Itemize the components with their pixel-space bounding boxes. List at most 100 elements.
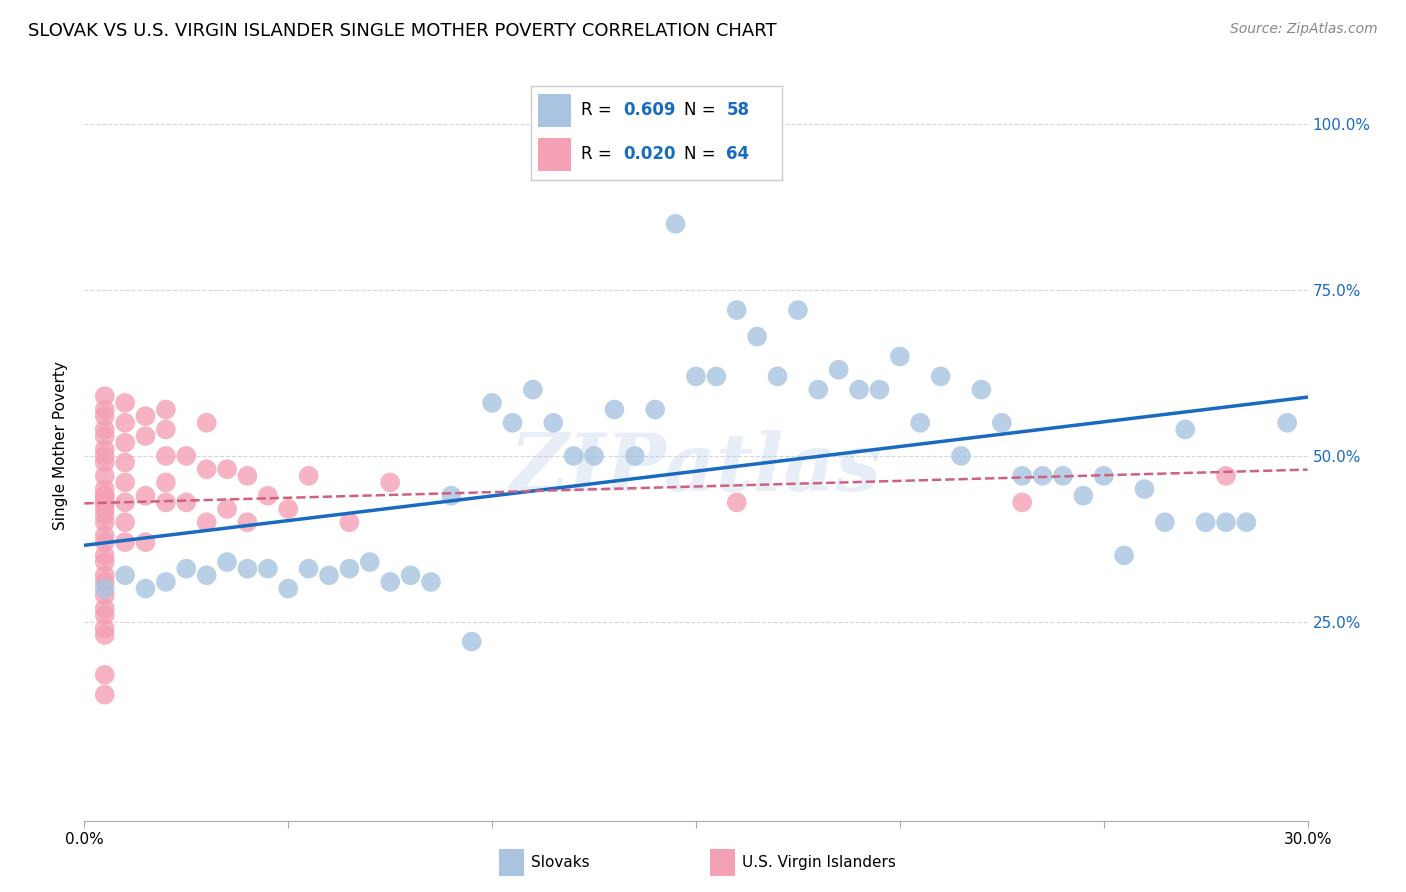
Point <box>174 495 197 509</box>
Point <box>93 528 115 542</box>
Point <box>93 688 115 702</box>
Point <box>706 369 728 384</box>
Point <box>93 489 115 503</box>
Point <box>787 303 810 318</box>
Point <box>807 383 830 397</box>
Point <box>766 369 789 384</box>
Point <box>1011 468 1033 483</box>
Point <box>603 402 626 417</box>
Text: Slovaks: Slovaks <box>531 855 591 870</box>
Point <box>257 489 280 503</box>
Point <box>339 562 361 576</box>
Text: SLOVAK VS U.S. VIRGIN ISLANDER SINGLE MOTHER POVERTY CORRELATION CHART: SLOVAK VS U.S. VIRGIN ISLANDER SINGLE MO… <box>28 22 776 40</box>
Point <box>380 475 402 490</box>
Point <box>93 508 115 523</box>
Point <box>135 429 157 443</box>
Point <box>236 468 259 483</box>
Point <box>93 409 115 424</box>
Point <box>889 350 911 364</box>
Point <box>93 456 115 470</box>
Point <box>991 416 1014 430</box>
Point <box>217 555 239 569</box>
Point <box>114 495 136 509</box>
Point <box>195 416 218 430</box>
Point <box>93 568 115 582</box>
Point <box>848 383 870 397</box>
Point <box>236 562 259 576</box>
Point <box>970 383 993 397</box>
Point <box>217 462 239 476</box>
Point <box>114 515 136 529</box>
Point <box>155 495 177 509</box>
Text: Source: ZipAtlas.com: Source: ZipAtlas.com <box>1230 22 1378 37</box>
Point <box>93 549 115 563</box>
Point <box>93 402 115 417</box>
Point <box>950 449 973 463</box>
Point <box>93 535 115 549</box>
Point <box>1114 549 1136 563</box>
Point <box>1174 422 1197 436</box>
Point <box>93 667 115 681</box>
Point <box>1215 515 1237 529</box>
Point <box>135 535 157 549</box>
Point <box>298 562 321 576</box>
Point <box>195 462 218 476</box>
Point <box>725 495 748 509</box>
Point <box>1236 515 1258 529</box>
Point <box>1092 468 1115 483</box>
Point <box>114 568 136 582</box>
Point <box>1195 515 1218 529</box>
Point <box>380 574 402 589</box>
Point <box>257 562 280 576</box>
Point <box>93 582 115 596</box>
Point <box>195 515 218 529</box>
Point <box>522 383 544 397</box>
Point <box>399 568 422 582</box>
Point <box>665 217 688 231</box>
Point <box>481 396 503 410</box>
Point <box>298 468 321 483</box>
Point <box>93 449 115 463</box>
Point <box>155 449 177 463</box>
Point <box>174 449 197 463</box>
Point <box>562 449 585 463</box>
Point <box>869 383 891 397</box>
Point <box>440 489 463 503</box>
Point <box>1133 482 1156 496</box>
Point <box>174 562 197 576</box>
Point <box>747 329 769 343</box>
Point <box>644 402 666 417</box>
Point <box>1154 515 1177 529</box>
Point <box>277 582 299 596</box>
Point <box>502 416 524 430</box>
Point <box>217 502 239 516</box>
Point <box>93 628 115 642</box>
Point <box>1052 468 1074 483</box>
Point <box>359 555 381 569</box>
Point <box>114 396 136 410</box>
Point <box>583 449 606 463</box>
Point <box>155 574 177 589</box>
Y-axis label: Single Mother Poverty: Single Mother Poverty <box>53 361 69 531</box>
Point <box>114 456 136 470</box>
Point <box>624 449 647 463</box>
Point <box>318 568 340 582</box>
Point <box>929 369 952 384</box>
Point <box>155 475 177 490</box>
Point <box>114 416 136 430</box>
Point <box>339 515 361 529</box>
Point <box>725 303 748 318</box>
Point <box>685 369 707 384</box>
Point <box>93 495 115 509</box>
Point <box>195 568 218 582</box>
Point <box>155 402 177 417</box>
Point <box>1073 489 1095 503</box>
Point <box>910 416 932 430</box>
Point <box>93 482 115 496</box>
Point <box>93 574 115 589</box>
Point <box>828 363 851 377</box>
Point <box>93 588 115 602</box>
Point <box>93 515 115 529</box>
Point <box>135 409 157 424</box>
Point <box>461 634 484 648</box>
